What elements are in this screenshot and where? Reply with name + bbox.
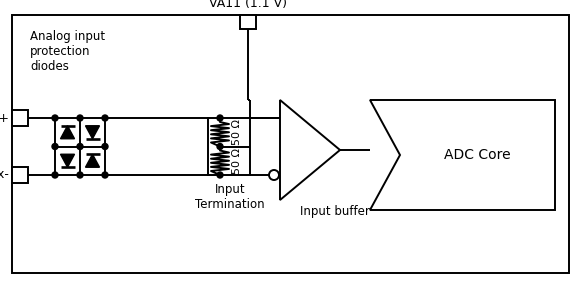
Text: Input
Termination: Input Termination <box>195 183 265 211</box>
Circle shape <box>217 115 223 121</box>
Circle shape <box>102 115 108 121</box>
Text: INx+: INx+ <box>0 112 10 124</box>
Circle shape <box>52 115 58 121</box>
Circle shape <box>217 172 223 178</box>
Bar <box>240 15 256 29</box>
Bar <box>12 110 28 126</box>
Circle shape <box>52 172 58 178</box>
Polygon shape <box>60 126 75 139</box>
Circle shape <box>77 115 83 121</box>
Polygon shape <box>60 154 75 167</box>
Text: 50 Ω: 50 Ω <box>232 148 242 174</box>
Text: ADC Core: ADC Core <box>444 148 511 162</box>
Circle shape <box>102 172 108 178</box>
Bar <box>12 167 28 183</box>
Circle shape <box>102 143 108 149</box>
Circle shape <box>77 172 83 178</box>
Circle shape <box>52 143 58 149</box>
Polygon shape <box>370 100 555 210</box>
Circle shape <box>77 143 83 149</box>
Text: INx-: INx- <box>0 168 10 181</box>
Bar <box>208 118 250 175</box>
Polygon shape <box>86 154 100 167</box>
Text: Analog input
protection
diodes: Analog input protection diodes <box>30 30 105 73</box>
Text: Input buffer: Input buffer <box>300 205 370 218</box>
Polygon shape <box>86 126 100 139</box>
Text: 50 Ω: 50 Ω <box>232 119 242 145</box>
Text: VA11 (1.1 V): VA11 (1.1 V) <box>209 0 287 10</box>
Polygon shape <box>280 100 340 200</box>
Circle shape <box>217 143 223 149</box>
